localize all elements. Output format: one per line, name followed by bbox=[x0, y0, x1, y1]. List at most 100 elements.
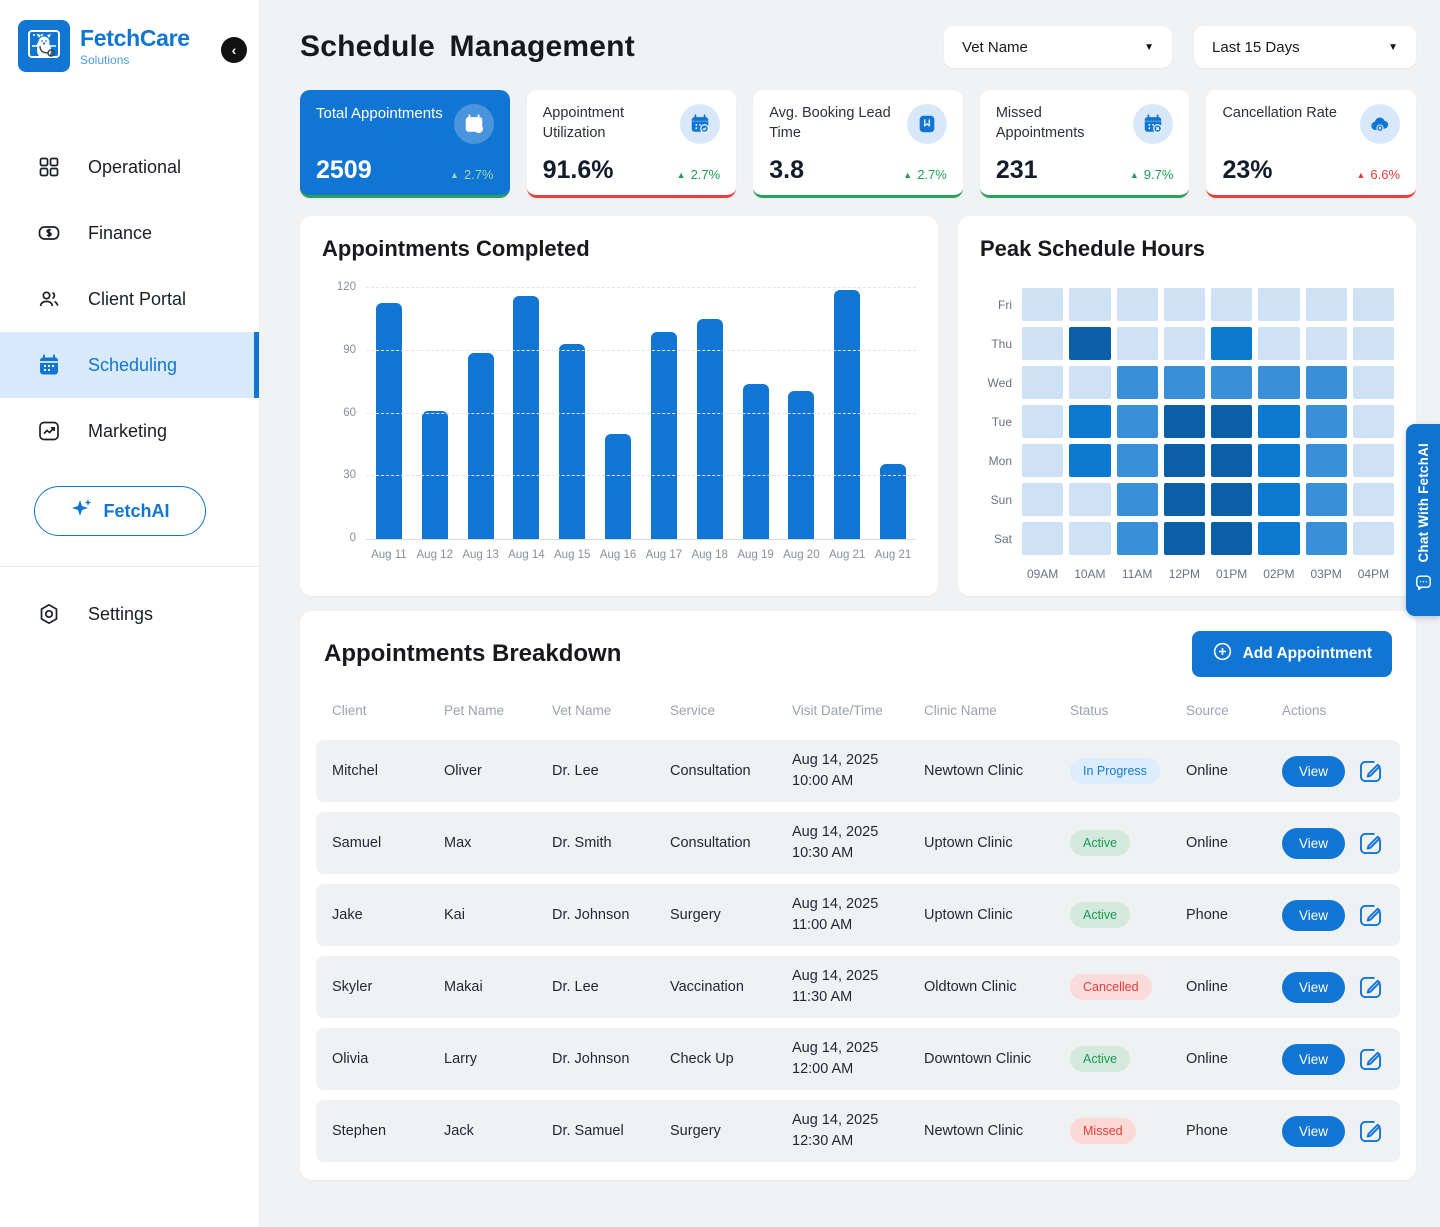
add-appointment-button[interactable]: Add Appointment bbox=[1191, 631, 1393, 677]
vet-name-dropdown-value: Vet Name bbox=[962, 38, 1028, 56]
kpi-label: Cancellation Rate bbox=[1222, 105, 1337, 121]
bar bbox=[834, 290, 861, 539]
cloud-x-icon bbox=[1360, 104, 1401, 144]
sidebar-item-client-portal[interactable]: Client Portal bbox=[0, 266, 259, 332]
heatmap-cell bbox=[1352, 522, 1395, 555]
view-button[interactable]: View bbox=[1282, 971, 1346, 1003]
sidebar-item-label: Scheduling bbox=[88, 354, 178, 375]
cell-status: Cancelled bbox=[1070, 974, 1186, 1000]
cell-actions: View bbox=[1282, 971, 1384, 1003]
kpi-card: Missed Appointments 231 ▲ 9.7% bbox=[979, 90, 1190, 198]
cell-clinic-name: Oldtown Clinic bbox=[924, 979, 1017, 995]
edit-icon[interactable] bbox=[1357, 1118, 1384, 1145]
heatmap-cell bbox=[1022, 288, 1064, 321]
heatmap-column-label: 09AM bbox=[1026, 567, 1059, 581]
bar bbox=[742, 384, 769, 539]
edit-icon[interactable] bbox=[1357, 758, 1384, 785]
sidebar-item-finance[interactable]: Finance bbox=[0, 200, 259, 266]
cell-clinic-name: Uptown Clinic bbox=[924, 835, 1013, 851]
kpi-card: Total Appointments 2509 ▲ 2.7% bbox=[300, 90, 510, 198]
cell-vet-name: Dr. Johnson bbox=[552, 907, 630, 923]
edit-icon[interactable] bbox=[1357, 830, 1384, 857]
heatmap-cell bbox=[1069, 327, 1111, 360]
sidebar-item-label: Settings bbox=[88, 603, 154, 624]
heatmap-cell bbox=[1069, 288, 1111, 321]
y-axis-tick: 60 bbox=[343, 406, 356, 419]
date-range-dropdown[interactable]: Last 15 Days ▼ bbox=[1194, 26, 1417, 68]
heatmap-cell bbox=[1211, 327, 1253, 360]
heatmap-cell bbox=[1258, 366, 1300, 399]
sidebar-item-operational[interactable]: Operational bbox=[0, 134, 259, 200]
cell-service: Surgery bbox=[670, 907, 721, 923]
cell-clinic-name: Newtown Clinic bbox=[924, 1123, 1024, 1139]
heatmap-title: Peak Schedule Hours bbox=[980, 236, 1205, 261]
sidebar-item-scheduling[interactable]: Scheduling bbox=[0, 332, 259, 398]
heatmap-cell bbox=[1163, 366, 1206, 399]
view-button[interactable]: View bbox=[1282, 827, 1346, 859]
kpi-card: Appointment Utilization 91.6% ▲ 2.7% bbox=[526, 90, 737, 198]
kpi-trend-value: 6.6% bbox=[1370, 167, 1401, 182]
view-button[interactable]: View bbox=[1282, 1043, 1346, 1075]
edit-icon[interactable] bbox=[1357, 974, 1384, 1001]
heatmap-cell bbox=[1116, 288, 1158, 321]
book-icon bbox=[906, 104, 947, 144]
bar-plot: 0 30 60 90 120 bbox=[337, 281, 916, 544]
y-axis-tick: 0 bbox=[349, 532, 356, 544]
heatmap-cell bbox=[1258, 288, 1300, 321]
heatmap-column-label: 04PM bbox=[1357, 567, 1390, 581]
edit-icon[interactable] bbox=[1357, 1046, 1384, 1073]
brand: FetchCare Solutions bbox=[0, 0, 259, 72]
chevron-left-icon: ‹ bbox=[231, 42, 237, 58]
peak-schedule-hours-card: Peak Schedule Hours Fri Thu Wed Tue Mon Sun Sa… bbox=[958, 216, 1417, 596]
heatmap-cell bbox=[1258, 522, 1300, 555]
bar-series bbox=[366, 288, 916, 539]
cell-visit-datetime: Aug 14, 2025 10:00 AM bbox=[792, 751, 879, 789]
cell-client: Jake bbox=[332, 907, 363, 923]
kpi-value: 231 bbox=[995, 156, 1038, 184]
sidebar-collapse-button[interactable]: ‹ bbox=[221, 37, 247, 63]
x-axis-tick: Aug 11 bbox=[371, 549, 407, 561]
fetchai-button-label: FetchAI bbox=[103, 500, 170, 521]
table-column-header: Source bbox=[1186, 703, 1229, 718]
kpi-row: Total Appointments 2509 ▲ 2.7% Appointme… bbox=[300, 90, 1417, 198]
status-badge: Active bbox=[1070, 830, 1131, 856]
view-button[interactable]: View bbox=[1282, 1115, 1346, 1147]
cell-client: Stephen bbox=[332, 1123, 387, 1139]
cell-actions: View bbox=[1282, 899, 1384, 931]
cell-vet-name: Dr. Lee bbox=[552, 979, 599, 995]
sidebar-item-marketing[interactable]: Marketing bbox=[0, 398, 259, 464]
heatmap-cell bbox=[1352, 366, 1395, 399]
heatmap-cell bbox=[1305, 444, 1347, 477]
heatmap-cell bbox=[1022, 522, 1064, 555]
cell-visit-datetime: Aug 14, 2025 11:00 AM bbox=[792, 895, 879, 933]
sidebar-nav: Operational Finance Client Portal Schedu… bbox=[0, 134, 259, 464]
cell-client: Samuel bbox=[332, 835, 382, 851]
y-axis-tick: 90 bbox=[343, 343, 356, 356]
sidebar-divider bbox=[0, 566, 259, 567]
table-row: Samuel Max Dr. Smith Consultation Aug 14… bbox=[316, 812, 1401, 874]
cell-source: Phone bbox=[1186, 907, 1228, 923]
edit-icon[interactable] bbox=[1357, 902, 1384, 929]
view-button[interactable]: View bbox=[1282, 755, 1346, 787]
heatmap-row-label: Fri bbox=[998, 297, 1012, 312]
chat-with-fetchai-tab[interactable]: Chat With FetchAI bbox=[1406, 424, 1440, 616]
table-column-header: Vet Name bbox=[552, 703, 612, 718]
heatmap-cell bbox=[1163, 327, 1206, 360]
x-axis-tick: Aug 12 bbox=[416, 549, 453, 561]
cell-visit-datetime: Aug 14, 2025 12:00 AM bbox=[792, 1039, 879, 1077]
trend-up-icon: ▲ bbox=[903, 169, 913, 180]
vet-name-dropdown[interactable]: Vet Name ▼ bbox=[944, 26, 1173, 68]
heatmap-cell bbox=[1352, 327, 1395, 360]
view-button[interactable]: View bbox=[1282, 899, 1346, 931]
heatmap-cell bbox=[1116, 327, 1158, 360]
appointments-breakdown-card: Appointments Breakdown Add Appointment C… bbox=[300, 611, 1417, 1180]
fetchai-button[interactable]: FetchAI bbox=[34, 486, 206, 536]
trend-icon bbox=[36, 418, 62, 444]
plus-circle-icon bbox=[1212, 641, 1233, 667]
kpi-trend-value: 9.7% bbox=[1143, 167, 1174, 182]
table-column-header: Clinic Name bbox=[924, 703, 997, 718]
sidebar-item-settings[interactable]: Settings bbox=[0, 581, 259, 647]
chevron-down-icon: ▼ bbox=[1144, 41, 1155, 53]
gridline: 30 bbox=[343, 469, 916, 481]
charts-row: Appointments Completed 0 30 60 90 120 Aug 11… bbox=[300, 216, 1417, 596]
